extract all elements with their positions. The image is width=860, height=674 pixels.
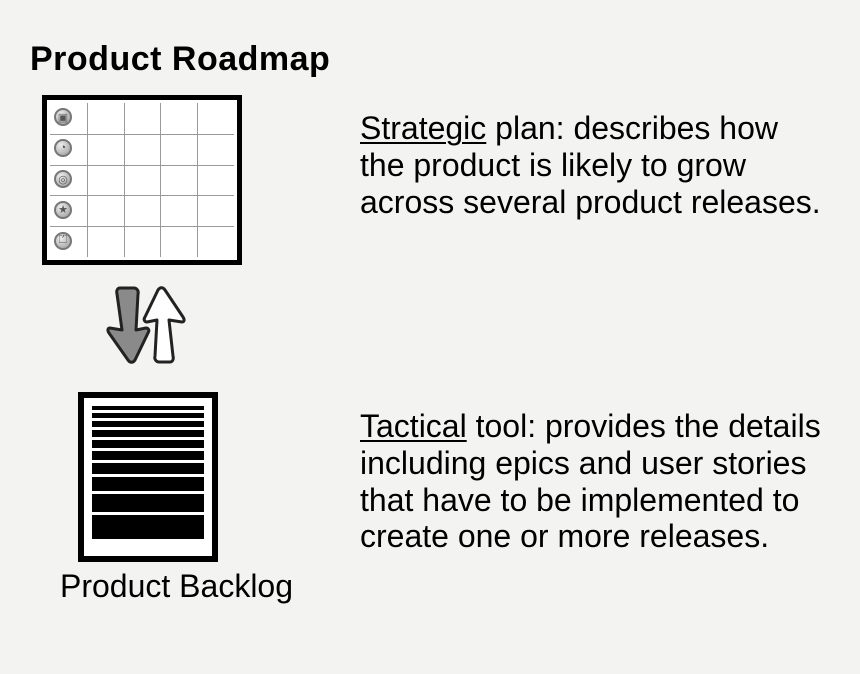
- strategic-lead: Strategic: [360, 110, 486, 146]
- down-arrow-icon: [108, 288, 149, 362]
- roadmap-diagram: ▣ ◔ ◎ ★ ⏍: [42, 95, 242, 265]
- up-arrow-icon: [144, 288, 184, 362]
- tactical-lead: Tactical: [360, 408, 467, 444]
- backlog-bar: [92, 406, 204, 410]
- grid-line: [50, 226, 234, 227]
- grid-line: [124, 103, 125, 257]
- roadmap-grid: ▣ ◔ ◎ ★ ⏍: [50, 103, 234, 257]
- grid-line: [197, 103, 198, 257]
- tactical-description: Tactical tool: provides the details incl…: [360, 408, 830, 555]
- doc-icon: ▣: [54, 108, 72, 126]
- backlog-bar: [92, 477, 204, 491]
- backlog-bar: [92, 494, 204, 512]
- target-icon: ◎: [54, 170, 72, 188]
- strategic-description: Strategic plan: describes how the produc…: [360, 110, 830, 220]
- backlog-bar: [92, 440, 204, 448]
- grid-line: [87, 103, 88, 257]
- backlog-diagram: [78, 392, 218, 562]
- chart-icon: ⏍: [54, 232, 72, 250]
- backlog-bar: [92, 421, 204, 427]
- backlog-bar: [92, 463, 204, 474]
- grid-line: [50, 134, 234, 135]
- star-icon: ★: [54, 201, 72, 219]
- grid-line: [50, 195, 234, 196]
- backlog-bar: [92, 515, 204, 539]
- backlog-bar: [92, 413, 204, 418]
- tag-icon: ◔: [54, 139, 72, 157]
- backlog-bar: [92, 451, 204, 460]
- backlog-bar: [92, 430, 204, 437]
- bidirectional-arrows-icon: [100, 280, 200, 370]
- backlog-label: Product Backlog: [60, 568, 293, 605]
- infographic-root: Product Roadmap ▣ ◔ ◎ ★ ⏍ Strategic plan: de…: [0, 0, 860, 674]
- grid-line: [160, 103, 161, 257]
- page-title: Product Roadmap: [30, 40, 330, 79]
- grid-line: [50, 165, 234, 166]
